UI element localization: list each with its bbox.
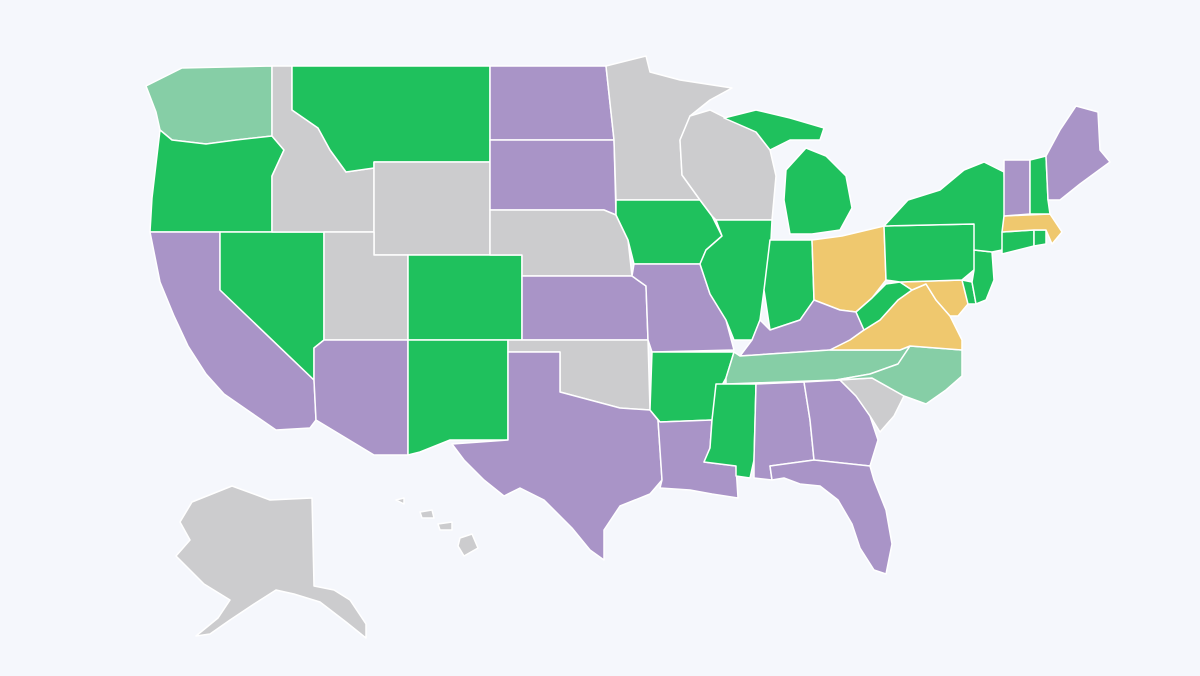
state-nm[interactable] xyxy=(407,339,509,456)
state-nh[interactable] xyxy=(1029,155,1051,215)
state-ak[interactable] xyxy=(175,485,367,639)
state-hi[interactable] xyxy=(395,497,479,557)
state-ma[interactable] xyxy=(1001,213,1063,245)
state-nc[interactable] xyxy=(835,345,963,405)
state-ct[interactable] xyxy=(1001,229,1035,255)
state-ri[interactable] xyxy=(1033,229,1047,247)
state-tx[interactable] xyxy=(451,351,663,561)
state-nd[interactable] xyxy=(489,65,615,141)
state-ks[interactable] xyxy=(521,275,649,341)
state-pa[interactable] xyxy=(883,223,981,283)
state-az[interactable] xyxy=(313,339,409,456)
state-nj[interactable] xyxy=(971,249,995,305)
state-wy[interactable] xyxy=(373,161,491,256)
state-co[interactable] xyxy=(407,254,523,341)
state-sd[interactable] xyxy=(489,139,617,216)
state-me[interactable] xyxy=(1045,105,1111,201)
state-mi[interactable] xyxy=(723,109,853,235)
state-fl[interactable] xyxy=(769,459,893,575)
state-or[interactable] xyxy=(149,129,285,233)
state-vt[interactable] xyxy=(1003,159,1031,217)
state-wa[interactable] xyxy=(145,65,273,145)
